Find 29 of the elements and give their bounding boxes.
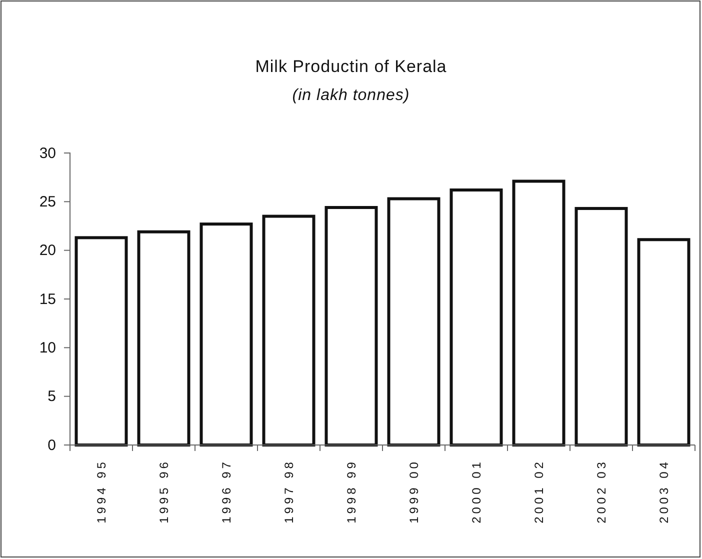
bar (200, 222, 253, 446)
x-tick-label: 1996 97 (219, 459, 234, 524)
bar (450, 188, 503, 446)
y-tick-label: 10 (39, 339, 56, 356)
bar (74, 236, 128, 446)
bar (262, 214, 316, 446)
x-tick-label: 1999 00 (406, 459, 421, 524)
bar (324, 206, 378, 446)
y-tick-label: 5 (48, 388, 56, 406)
x-tick-label: 2000 01 (469, 459, 484, 524)
y-tick-label: 25 (39, 193, 56, 210)
x-tick-label: 1998 99 (344, 459, 358, 524)
chart-subtitle: (in lakh tonnes) (292, 87, 410, 104)
x-tick-label: 1994 95 (94, 459, 108, 524)
bar (512, 180, 566, 446)
x-tick-label: 2001 02 (532, 459, 546, 524)
bar (387, 197, 440, 446)
y-tick-label: 30 (39, 144, 56, 162)
chart-title: Milk Productin of Kerala (255, 57, 447, 76)
x-tick-label: 2002 03 (594, 459, 608, 524)
bar (137, 230, 190, 446)
bar (637, 238, 690, 446)
x-tick-label: 1995 96 (156, 459, 171, 524)
bar (574, 206, 628, 446)
x-tick-label: 2003 04 (656, 459, 671, 524)
y-tick-label: 20 (39, 242, 56, 260)
y-tick-label: 0 (48, 436, 56, 454)
y-tick-label: 15 (39, 290, 56, 308)
x-tick-label: 1997 98 (282, 459, 296, 524)
